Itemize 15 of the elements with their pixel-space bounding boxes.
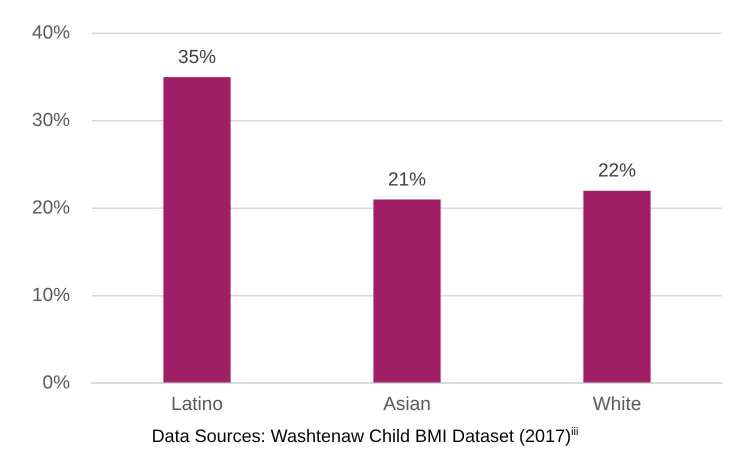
y-tick-label: 30%	[32, 110, 70, 132]
x-tick-label: White	[592, 394, 642, 415]
data-label: 35%	[178, 46, 216, 68]
data-label: 21%	[388, 169, 426, 190]
x-tick-label: Asian	[383, 394, 431, 415]
y-tick-label: 0%	[42, 372, 70, 394]
y-tick-label: 20%	[32, 198, 70, 219]
data-label: 22%	[598, 160, 636, 182]
bar	[373, 200, 441, 382]
y-tick-label: 40%	[32, 22, 70, 44]
x-tick-label: Latino	[171, 394, 223, 415]
bar	[583, 190, 651, 382]
text: Data Sources: Washtenaw Child BMI Dataset (2017)$^{iii}$	[150, 426, 580, 447]
y-tick-label: 10%	[32, 284, 70, 306]
bar	[163, 77, 231, 382]
